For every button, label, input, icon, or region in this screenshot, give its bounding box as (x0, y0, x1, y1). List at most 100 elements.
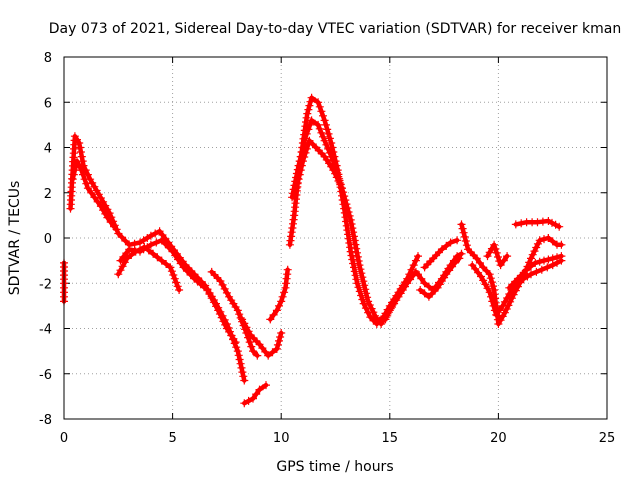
x-axis-label: GPS time / hours (276, 459, 393, 475)
data-point (306, 97, 315, 106)
x-tick-label: 0 (60, 431, 68, 446)
data-point (76, 143, 85, 152)
data-point (420, 279, 429, 288)
data-point (69, 170, 78, 179)
chart-title: Day 073 of 2021, Sidereal Day-to-day VTE… (49, 21, 621, 37)
series-track-17 (457, 220, 553, 328)
data-point (244, 396, 253, 405)
data-point (315, 124, 324, 133)
data-point (495, 306, 504, 315)
data-point (351, 240, 360, 249)
x-tick-label: 10 (273, 431, 290, 446)
data-point (152, 238, 161, 247)
data-point (532, 267, 541, 276)
data-point (76, 148, 85, 156)
data-point (167, 267, 176, 276)
series-track-3 (68, 157, 118, 231)
data-point (457, 220, 466, 229)
data-point (314, 98, 323, 107)
data-point (307, 116, 316, 125)
data-point (90, 193, 99, 202)
data-point (496, 261, 505, 270)
data-point (461, 237, 470, 245)
y-tick-label: 2 (44, 187, 52, 202)
data-point (235, 310, 244, 319)
series-track-19 (505, 252, 566, 292)
data-point (371, 311, 379, 320)
data-point (175, 286, 184, 294)
data-point (544, 217, 553, 225)
data-point (324, 129, 333, 138)
data-point (301, 148, 310, 157)
data-point (183, 267, 192, 276)
data-point (527, 254, 535, 263)
data-point (355, 261, 364, 270)
data-point (369, 308, 378, 317)
data-point (409, 261, 418, 270)
y-tick-label: -8 (39, 413, 52, 428)
data-point (414, 252, 422, 261)
data-point (557, 252, 566, 261)
data-point (344, 234, 353, 243)
data-point (531, 258, 540, 267)
data-point (364, 297, 373, 306)
y-tick-label: 8 (44, 51, 52, 66)
data-point (343, 226, 352, 235)
data-point (317, 107, 326, 116)
data-point (530, 247, 539, 256)
data-point (492, 310, 501, 319)
data-point (295, 170, 304, 179)
data-point (424, 282, 433, 291)
data-point (486, 274, 495, 283)
data-point (121, 237, 130, 245)
data-point (321, 120, 330, 129)
data-point (344, 208, 353, 216)
data-point (179, 263, 188, 272)
data-point (266, 315, 275, 324)
data-point (75, 161, 84, 170)
data-point (324, 144, 333, 153)
data-point (535, 236, 544, 245)
data-point (305, 136, 314, 145)
data-point (458, 224, 467, 233)
data-point (353, 279, 362, 288)
data-point (349, 228, 358, 237)
data-point (416, 286, 425, 294)
data-point (292, 184, 301, 193)
data-point (442, 241, 451, 250)
data-point (207, 294, 216, 303)
data-point (479, 263, 488, 272)
data-point (323, 125, 332, 134)
data-point (345, 239, 354, 247)
data-point (341, 196, 350, 205)
data-point (411, 256, 420, 265)
data-point (357, 269, 366, 278)
series-track-13 (377, 267, 420, 328)
y-tick-label: -4 (39, 323, 52, 338)
data-point (533, 239, 542, 248)
data-point (296, 166, 305, 175)
data-point (319, 111, 327, 120)
data-point (315, 102, 324, 111)
data-point (455, 254, 464, 263)
data-point (236, 359, 245, 368)
data-point (317, 128, 326, 137)
data-point (252, 390, 261, 399)
data-point (214, 306, 223, 315)
data-point (548, 218, 556, 227)
data-point (457, 249, 466, 258)
data-point (336, 180, 345, 189)
data-point (548, 237, 557, 246)
data-point (276, 333, 285, 341)
data-point (239, 372, 248, 381)
data-point (149, 249, 158, 258)
data-point (485, 270, 494, 279)
series-trace (268, 267, 290, 322)
data-point (249, 347, 257, 356)
data-point (462, 241, 471, 250)
data-point (247, 342, 256, 351)
series-track-20 (483, 240, 512, 270)
data-point (217, 313, 226, 322)
data-point (414, 270, 422, 279)
data-point (302, 129, 311, 138)
